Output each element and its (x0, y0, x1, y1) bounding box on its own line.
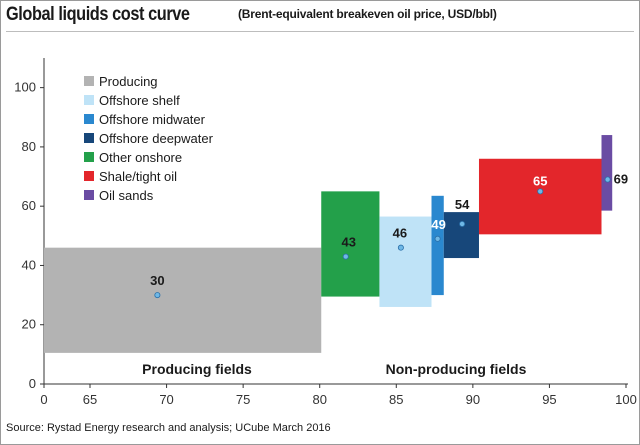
chart-title: Global liquids cost curve (6, 4, 190, 25)
data-point (459, 220, 466, 227)
legend-swatch (84, 190, 94, 200)
y-tick-label: 60 (22, 198, 36, 213)
segment-bar-producing (44, 247, 322, 353)
legend-label: Producing (99, 74, 158, 89)
title-row: Global liquids cost curve (6, 4, 219, 26)
y-tick-label: 80 (22, 139, 36, 154)
cost-curve-chart: 0 20 40 60 80 100 0 65 70 75 80 85 90 95 100 30 43 46 49 54… (14, 58, 637, 407)
segment-bar-offshore-deepwater (443, 212, 479, 259)
data-label: 46 (393, 226, 407, 241)
annotation-producing-fields: Producing fields (142, 361, 252, 377)
legend-swatch (84, 133, 94, 143)
legend-label: Other onshore (99, 150, 182, 165)
segment-bar-offshore-midwater (431, 195, 444, 296)
y-tick-label: 20 (22, 317, 36, 332)
data-point (154, 292, 161, 299)
x-tick-label: 100 (615, 392, 637, 407)
legend-label: Oil sands (99, 188, 154, 203)
legend-swatch (84, 76, 94, 86)
x-tick-label: 70 (159, 392, 173, 407)
data-point (397, 244, 404, 251)
x-tick-label: 90 (466, 392, 480, 407)
data-label: 69 (614, 172, 628, 187)
y-tick-label: 100 (14, 80, 36, 95)
data-label: 54 (455, 197, 470, 212)
y-tick-label: 40 (22, 257, 36, 272)
annotation-non-producing-fields: Non-producing fields (386, 361, 527, 377)
data-point (604, 176, 611, 183)
legend-label: Offshore deepwater (99, 131, 214, 146)
x-tick-label: 85 (389, 392, 403, 407)
segment-bar-offshore-shelf (379, 216, 432, 307)
legend-swatch (84, 152, 94, 162)
segment-bar-oil-sands (601, 135, 613, 211)
title-rule (6, 31, 634, 32)
data-point (434, 235, 441, 242)
chart-subtitle: (Brent-equivalent breakeven oil price, U… (238, 7, 497, 21)
x-tick-label: 80 (312, 392, 326, 407)
x-tick-label: 95 (542, 392, 556, 407)
source-note: Source: Rystad Energy research and analy… (6, 422, 331, 434)
data-label: 30 (150, 273, 164, 288)
data-label: 65 (533, 173, 547, 188)
legend-swatch (84, 171, 94, 181)
x-tick-label: 0 (40, 392, 47, 407)
data-point (537, 188, 544, 195)
x-tick-label: 65 (83, 392, 97, 407)
segment-bar-other-onshore (321, 191, 380, 297)
data-label: 49 (431, 217, 445, 232)
y-tick-label: 0 (29, 376, 36, 391)
legend-swatch (84, 95, 94, 105)
legend-label: Offshore midwater (99, 112, 206, 127)
x-tick-label: 75 (236, 392, 250, 407)
segment-bar-shale-tight-oil (478, 158, 602, 235)
legend-swatch (84, 114, 94, 124)
data-point (342, 253, 349, 260)
data-label: 43 (342, 235, 356, 250)
legend-label: Shale/tight oil (99, 169, 177, 184)
legend-label: Offshore shelf (99, 93, 180, 108)
